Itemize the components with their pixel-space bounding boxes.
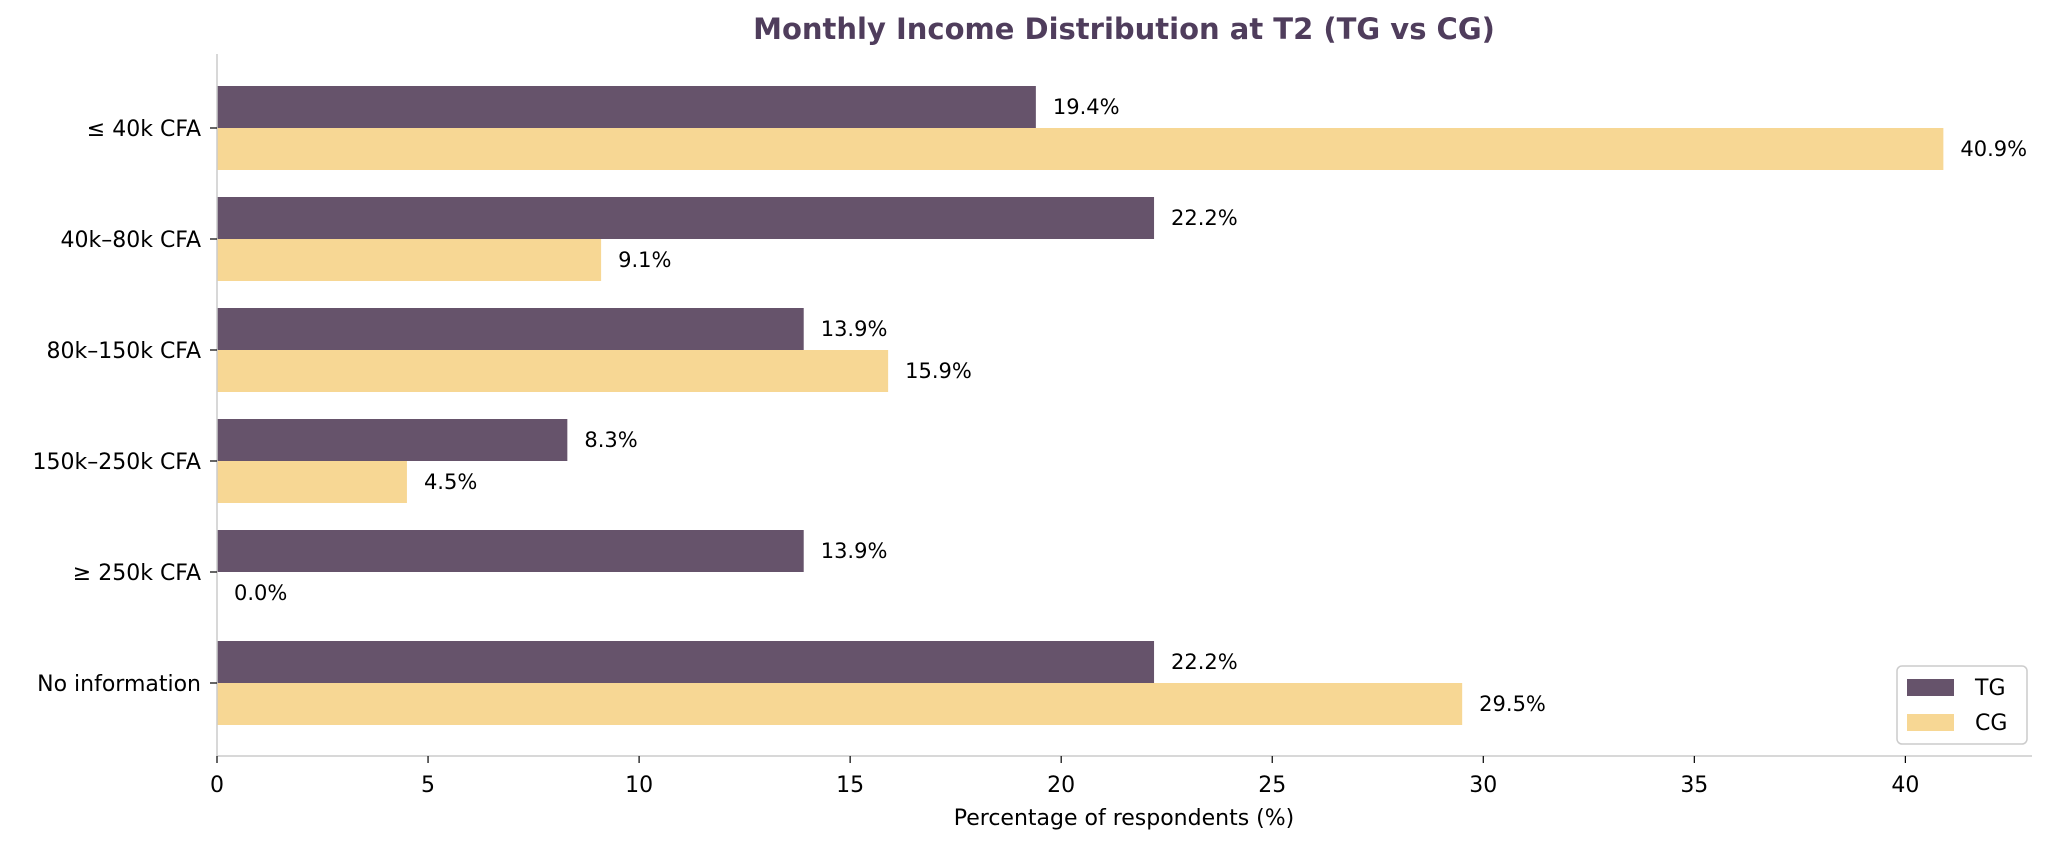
x-tick-label-20: 20: [1047, 773, 1075, 798]
x-tick-label-5: 5: [421, 773, 435, 798]
bar-tg-4: [217, 419, 568, 461]
legend-label-tg: TG: [1974, 676, 2006, 701]
bar-tg-5: [217, 530, 804, 572]
x-tick-label-40: 40: [1891, 773, 1919, 798]
data-label-cg-3: 15.9%: [905, 359, 972, 383]
category-label-5: ≥ 250k CFA: [73, 561, 201, 586]
category-label-3: 80k–150k CFA: [46, 339, 201, 364]
data-label-tg-4: 8.3%: [584, 428, 637, 452]
bar-cg-1: [217, 128, 1944, 170]
bar-cg-2: [217, 239, 602, 281]
data-label-cg-1: 40.9%: [1960, 137, 2027, 161]
x-tick-label-15: 15: [836, 773, 864, 798]
x-tick-label-30: 30: [1469, 773, 1497, 798]
data-label-cg-5: 0.0%: [234, 581, 287, 605]
data-label-tg-1: 19.4%: [1053, 95, 1120, 119]
data-label-tg-3: 13.9%: [821, 317, 888, 341]
bar-cg-4: [217, 461, 407, 503]
legend-swatch-tg: [1907, 679, 1954, 696]
data-label-tg-6: 22.2%: [1171, 650, 1238, 674]
legend-swatch-cg: [1907, 714, 1954, 731]
legend: TG CG: [1896, 665, 2028, 745]
legend-label-cg: CG: [1975, 711, 2007, 736]
data-label-cg-4: 4.5%: [424, 470, 477, 494]
bar-tg-3: [217, 308, 804, 350]
category-label-1: ≤ 40k CFA: [87, 117, 201, 142]
x-axis-ticks: 0 5 10 15 20 25 30 35 40: [210, 756, 1919, 798]
category-label-4: 150k–250k CFA: [32, 450, 201, 475]
x-tick-label-0: 0: [210, 773, 224, 798]
bar-cg-6: [217, 683, 1463, 725]
data-label-cg-2: 9.1%: [618, 248, 671, 272]
category-label-6: No information: [37, 672, 201, 697]
legend-box: [1896, 665, 2028, 745]
bar-cg-3: [217, 350, 889, 392]
plot-area: 19.4% 40.9% 22.2% 9.1% 13.9% 15.9% 8.3% 4.5% 13.…: [217, 86, 2027, 725]
chart-title: Monthly Income Distribution at T2 (TG vs…: [753, 12, 1495, 46]
x-axis-label: Percentage of respondents (%): [954, 806, 1294, 831]
data-label-cg-6: 29.5%: [1479, 692, 1546, 716]
data-label-tg-2: 22.2%: [1171, 206, 1238, 230]
bar-tg-2: [217, 197, 1155, 239]
bar-tg-6: [217, 641, 1155, 683]
x-tick-label-25: 25: [1258, 773, 1286, 798]
y-axis-ticks: ≤ 40k CFA 40k–80k CFA 80k–150k CFA 150k–250…: [32, 117, 217, 697]
data-label-tg-5: 13.9%: [821, 539, 888, 563]
x-tick-label-35: 35: [1680, 773, 1708, 798]
bar-tg-1: [217, 86, 1036, 128]
x-tick-label-10: 10: [625, 773, 653, 798]
category-label-2: 40k–80k CFA: [60, 228, 201, 253]
